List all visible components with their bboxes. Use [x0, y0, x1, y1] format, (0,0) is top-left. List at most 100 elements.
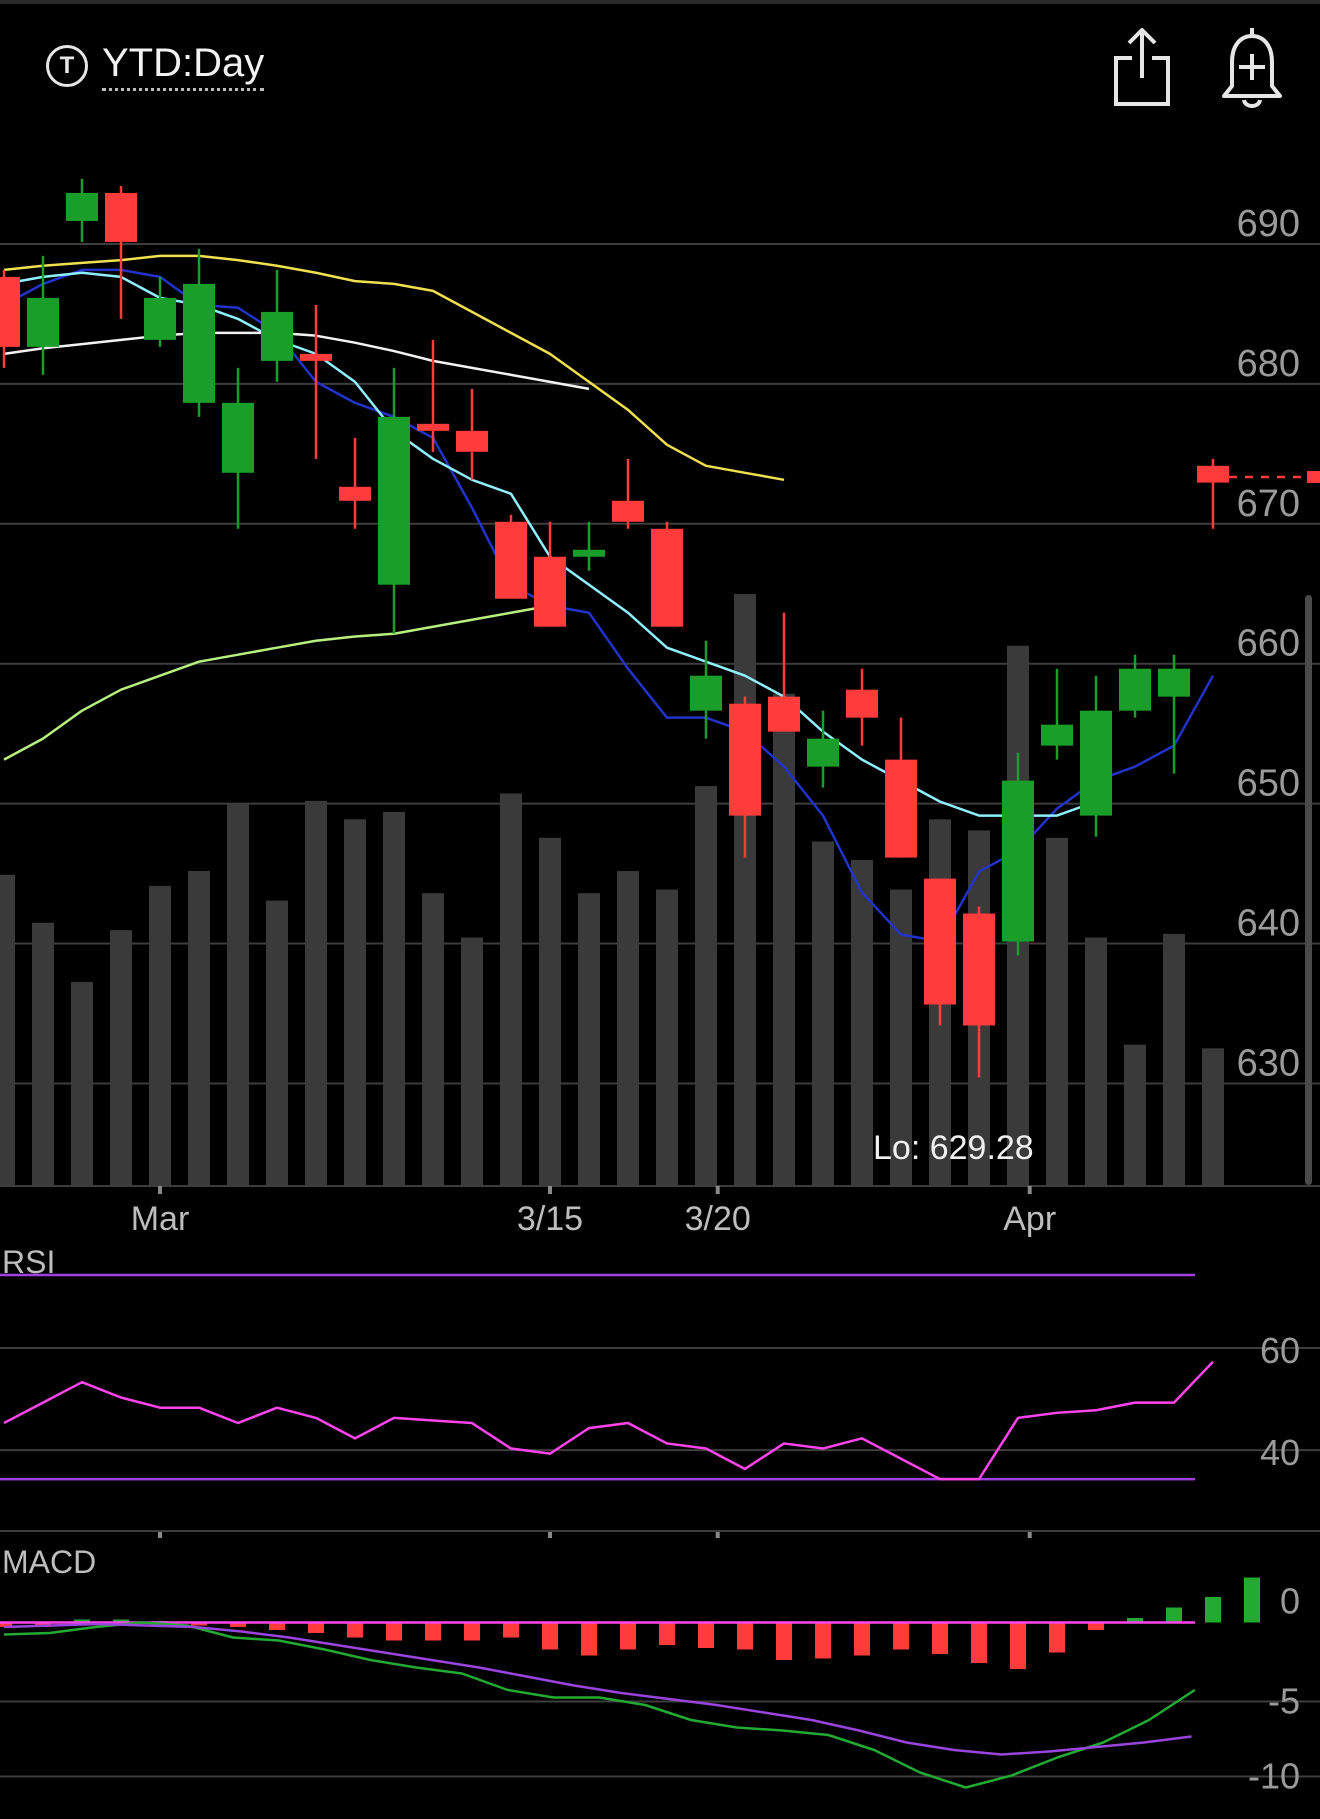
candle-body: [846, 689, 878, 718]
rsi-line: [3, 1360, 1214, 1481]
candle-body: [651, 528, 683, 627]
candle-body: [1002, 780, 1034, 942]
macd-histogram-bar: [1088, 1622, 1104, 1630]
macd-histogram-bar: [230, 1622, 246, 1627]
macd-histogram-bar: [971, 1622, 987, 1663]
candle-body: [612, 500, 644, 522]
volume-bar: [656, 889, 678, 1185]
candle-body: [144, 297, 176, 340]
x-axis-label: 3/15: [517, 1200, 583, 1238]
volume-bar: [1163, 933, 1185, 1185]
volume-bar: [110, 930, 132, 1185]
candle-body: [183, 283, 215, 403]
macd-histogram-bar: [386, 1622, 402, 1641]
share-icon[interactable]: [1102, 22, 1182, 112]
candle-body: [378, 416, 410, 585]
volume-bar: [890, 889, 912, 1185]
candle-body: [807, 738, 839, 767]
macd-histogram-bar: [815, 1622, 831, 1659]
price-tick-label: 660: [1237, 623, 1300, 665]
volume-bar: [500, 793, 522, 1185]
candle-body: [27, 297, 59, 347]
macd-histogram-bar: [620, 1622, 636, 1650]
candle-body: [495, 521, 527, 599]
candle-body: [66, 192, 98, 221]
macd-histogram-bar: [737, 1622, 753, 1650]
macd-histogram-bar: [1010, 1622, 1026, 1669]
price-tick-label: 680: [1237, 343, 1300, 385]
macd-tick-label: 0: [1280, 1581, 1300, 1622]
macd-histogram-bar: [932, 1622, 948, 1654]
price-tick-label: 640: [1237, 903, 1300, 945]
moving-average-line: [3, 331, 590, 391]
price-tick-label: 690: [1237, 203, 1300, 245]
volume-bar: [539, 837, 561, 1185]
macd-histogram-bar: [542, 1622, 558, 1650]
volume-bar: [305, 800, 327, 1185]
candle-body: [768, 696, 800, 732]
volume-bar: [0, 874, 15, 1185]
macd-histogram-bar: [698, 1622, 714, 1648]
price-tick-label: 650: [1237, 763, 1300, 805]
candle-body: [222, 402, 254, 473]
macd-histogram-bar: [1127, 1618, 1143, 1623]
volume-bar: [1046, 837, 1068, 1185]
macd-histogram-bar: [269, 1622, 285, 1630]
volume-bar: [32, 922, 54, 1185]
macd-histogram-bar: [347, 1622, 363, 1638]
macd-histogram-bar: [1166, 1607, 1182, 1623]
volume-bar: [1085, 937, 1107, 1185]
candle-body: [0, 276, 20, 347]
candle-body: [456, 430, 488, 452]
candle-body: [573, 549, 605, 557]
volume-bar: [578, 893, 600, 1185]
volume-bar: [734, 594, 756, 1185]
range-label[interactable]: YTD:Day: [102, 40, 265, 91]
macd-histogram-bar: [464, 1622, 480, 1641]
volume-bar: [227, 804, 249, 1185]
macd-histogram-bar: [0, 1622, 12, 1627]
candle-body: [1158, 668, 1190, 697]
candle-body: [963, 913, 995, 1026]
macd-histogram-bar: [191, 1622, 207, 1626]
candle-body: [1080, 710, 1112, 816]
last-price-tag: [1307, 471, 1320, 484]
candle-body: [1119, 668, 1151, 711]
alert-add-icon[interactable]: [1212, 22, 1292, 112]
macd-histogram-bar: [581, 1622, 597, 1656]
scrollbar: [1305, 595, 1312, 1185]
macd-histogram-bar: [659, 1622, 675, 1645]
top-divider: [0, 0, 1320, 4]
price-tick-label: 670: [1237, 483, 1300, 525]
volume-bar: [1124, 1044, 1146, 1185]
volume-bar: [266, 900, 288, 1185]
volume-bar: [71, 981, 93, 1185]
moving-average-line: [3, 604, 551, 761]
macd-histogram-bar: [308, 1622, 324, 1633]
x-axis-label: Mar: [131, 1200, 190, 1238]
candle-body: [690, 675, 722, 711]
macd-signal-line: [3, 1622, 1192, 1756]
macd-histogram-bar: [893, 1622, 909, 1650]
volume-bar: [344, 819, 366, 1185]
macd-histogram-bar: [1049, 1622, 1065, 1653]
volume-bar: [851, 859, 873, 1185]
macd-histogram-bar: [113, 1619, 129, 1623]
macd-histogram-bar: [854, 1622, 870, 1656]
volume-bar: [188, 871, 210, 1185]
candle-body: [261, 311, 293, 361]
x-axis-label: 3/20: [685, 1200, 751, 1238]
macd-histogram-bar: [776, 1622, 792, 1660]
macd-histogram-bar: [503, 1622, 519, 1638]
x-axis-label: Apr: [1003, 1200, 1056, 1238]
candle-body: [885, 759, 917, 858]
candle-body: [1041, 724, 1073, 746]
macd-histogram-bar: [1205, 1597, 1221, 1623]
macd-histogram-bar: [1244, 1577, 1260, 1623]
candle-body: [729, 703, 761, 816]
candle-body: [417, 423, 449, 431]
rsi-tick-label: 60: [1260, 1330, 1300, 1371]
volume-bar: [1202, 1048, 1224, 1185]
range-selector[interactable]: T YTD:Day: [46, 40, 265, 91]
